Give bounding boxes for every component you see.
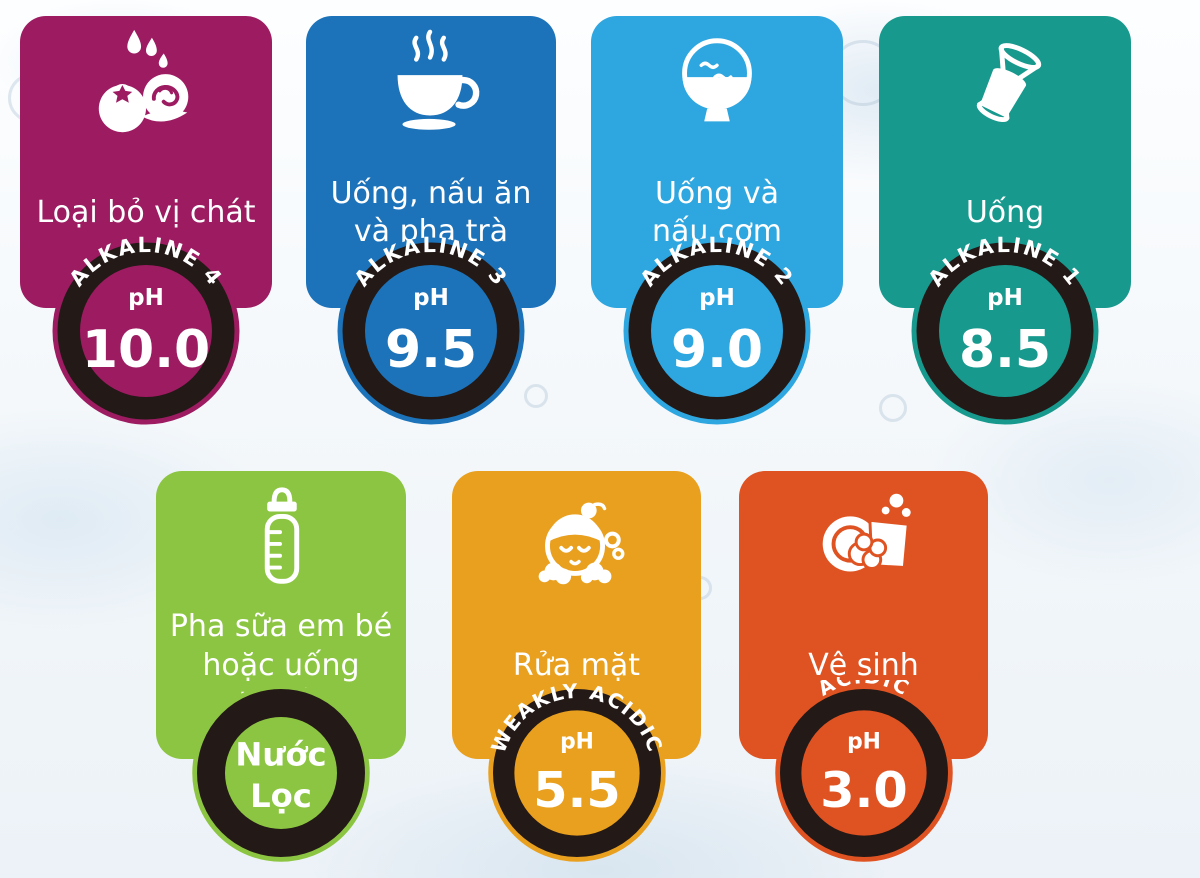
card-panel: Uống	[879, 16, 1131, 308]
vegetables-icon	[87, 16, 205, 144]
card-label: Uống	[965, 194, 1045, 230]
nuoc-loc-badge: Nước Lọc	[192, 684, 370, 862]
ph-badge-acidic: ACIDIC pH 3.0	[774, 680, 953, 862]
badge-ph-label: pH	[413, 285, 449, 311]
badge-ph-label: pH	[560, 729, 594, 754]
baby-bottle-icon	[222, 471, 340, 599]
card-alkaline-2: Uống và nấu cơm ALKALINE 2 pH 9.0	[591, 16, 843, 430]
ph-badge-alkaline-2: ALKALINE 2 pH 9.0	[623, 233, 811, 425]
dish-wash-icon	[805, 471, 923, 599]
card-label: Uống, nấu ăn và pha trà	[330, 175, 532, 249]
card-alkaline-4: Loại bỏ vị chát ALKALINE 4 pH 10.0	[20, 16, 272, 430]
ph-badge-alkaline-3: ALKALINE 3 pH 9.5	[337, 233, 525, 425]
card-label: Vệ sinh	[808, 647, 919, 683]
badge-ph-label: pH	[847, 729, 881, 754]
ph-badge-alkaline-1: ALKALINE 1 pH 8.5	[911, 233, 1099, 425]
water-bubble	[524, 384, 548, 408]
badge-ph-label: pH	[987, 285, 1023, 311]
card-acidic: Vệ sinh ACIDIC pH 3.0	[739, 471, 988, 866]
card-label: Rửa mặt	[512, 647, 641, 683]
ph-badge-weakly-acidic: WEAKLY ACIDIC pH 5.5	[486, 680, 666, 862]
badge-ph-label: pH	[699, 285, 735, 311]
badge-ph-label: pH	[128, 285, 164, 311]
card-nuoc-loc: Pha sữa em bé hoặc uống thuốc Nước Lọc	[156, 471, 406, 866]
badge-ph-value: 3.0	[820, 761, 907, 819]
tea-cup-icon	[372, 16, 490, 144]
water-bubble	[879, 394, 907, 422]
badge-ph-value: 9.5	[385, 320, 477, 380]
badge-ph-value: 8.5	[959, 320, 1051, 380]
rice-bowl-icon	[658, 16, 776, 144]
card-weakly-acidic: Rửa mặt WEAKLY ACIDIC pH 5.5	[452, 471, 701, 866]
card-alkaline-3: Uống, nấu ăn và pha trà ALKALINE 3 pH 9.…	[306, 16, 556, 430]
badge-line: Lọc	[250, 777, 312, 815]
water-glass-icon	[946, 16, 1064, 144]
badge-ph-value: 5.5	[533, 761, 620, 819]
card-label: Loại bỏ vị chát	[36, 194, 256, 230]
badge-ph-value: 10.0	[82, 320, 210, 380]
face-wash-icon	[518, 471, 636, 599]
badge-line: Nước	[235, 735, 326, 773]
ph-badge-alkaline-4: ALKALINE 4 pH 10.0	[52, 233, 240, 425]
card-alkaline-1: Uống ALKALINE 1 pH 8.5	[879, 16, 1131, 430]
badge-ph-value: 9.0	[671, 320, 763, 380]
